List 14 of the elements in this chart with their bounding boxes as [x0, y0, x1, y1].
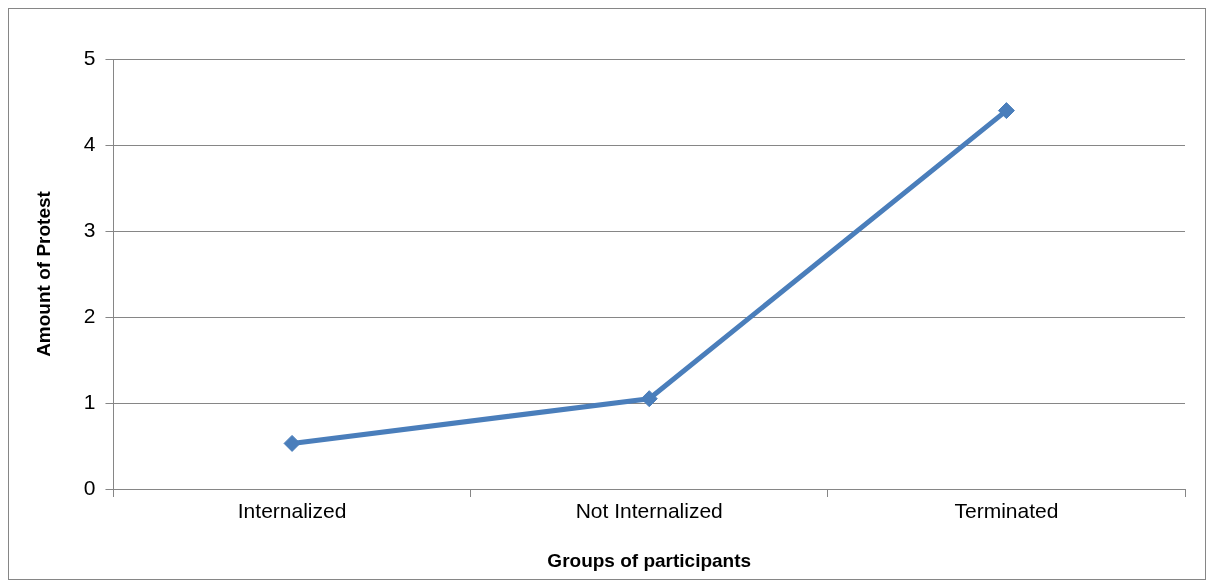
y-tick-label: 5 [83, 45, 96, 69]
y-tick-label: 1 [83, 389, 96, 413]
point [997, 102, 1015, 120]
x-axis-title: Groups of participants [547, 549, 752, 571]
x-tick-label: Internalized [237, 499, 347, 523]
point [283, 434, 301, 452]
y-tick-label: 4 [83, 131, 96, 155]
x-tick-label: Terminated [954, 499, 1059, 523]
y-tick-label: 3 [83, 217, 96, 241]
y-axis-title: Amount of Protest [32, 190, 54, 357]
point [640, 390, 658, 408]
y-tick-label: 0 [83, 475, 96, 499]
x-tick-label: Not Internalized [575, 499, 723, 523]
y-tick-label: 2 [83, 303, 96, 327]
